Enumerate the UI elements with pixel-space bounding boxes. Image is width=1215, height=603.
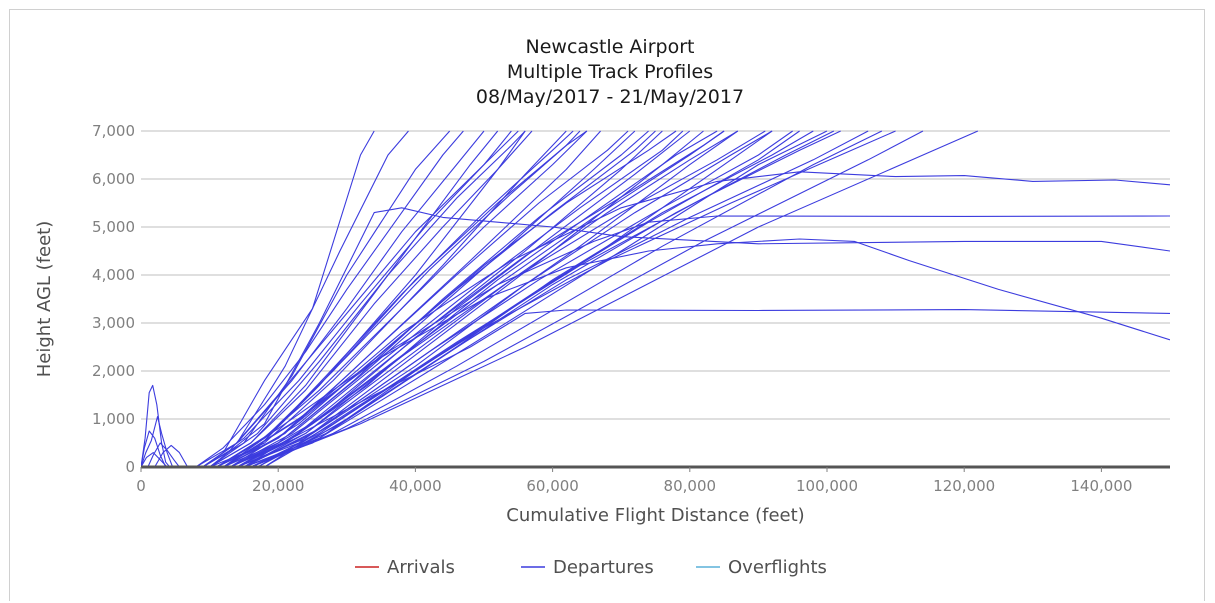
departures-track-10 (236, 130, 704, 467)
x-tick-label-7: 140,000 (1070, 477, 1132, 495)
legend: Arrivals Departures Overflights (355, 557, 827, 578)
x-tick-label-2: 40,000 (389, 477, 442, 495)
x-tick-label-0: 0 (136, 477, 146, 495)
x-axis-label: Cumulative Flight Distance (feet) (506, 505, 804, 526)
departures-track-18 (236, 309, 1170, 467)
y-axis-label: Height AGL (feet) (34, 221, 55, 378)
y-tick-label-6: 6,000 (92, 170, 135, 188)
departures-track-27 (243, 130, 773, 467)
departures-track-51 (141, 384, 171, 467)
legend-item-arrivals[interactable]: Arrivals (355, 557, 455, 578)
x-tick-label-3: 60,000 (526, 477, 579, 495)
departures-track-40 (209, 130, 526, 467)
x-axis-ticks: 0 20,000 40,000 60,000 80,000 100,000 120,000 1… (136, 467, 1132, 495)
departures-track-11 (236, 130, 739, 467)
departures-track-3 (202, 130, 451, 467)
departures-track-46 (202, 130, 512, 467)
departures-track-48 (223, 130, 656, 467)
departures-track-22 (202, 130, 519, 467)
departures-track-45 (195, 130, 464, 467)
chart-title-line-2: Multiple Track Profiles (507, 61, 713, 83)
departures-track-17 (209, 207, 1170, 467)
chart-frame: Newcastle Airport Multiple Track Profiles… (9, 9, 1205, 601)
y-axis-ticks: 0 1,000 2,000 3,000 4,000 5,000 6,000 7,000 (92, 122, 135, 476)
departures-track-55 (154, 444, 189, 467)
departures-track-16 (250, 130, 979, 467)
legend-item-overflights[interactable]: Overflights (696, 557, 827, 578)
departures-track-24 (223, 130, 629, 467)
y-tick-label-4: 4,000 (92, 266, 135, 284)
departures-track-38 (264, 130, 869, 467)
legend-label-arrivals: Arrivals (387, 557, 455, 578)
departures-track-37 (257, 130, 835, 467)
departures-track-50 (243, 130, 794, 467)
y-tick-label-7: 7,000 (92, 122, 135, 140)
departures-track-13 (243, 130, 828, 467)
x-tick-label-6: 120,000 (933, 477, 995, 495)
departures-track-2 (195, 130, 409, 467)
legend-item-departures[interactable]: Departures (521, 557, 654, 578)
departures-track-47 (216, 130, 588, 467)
y-tick-label-3: 3,000 (92, 314, 135, 332)
y-tick-label-0: 0 (125, 458, 135, 476)
chart-title: Newcastle Airport Multiple Track Profiles… (476, 36, 744, 108)
x-tick-label-5: 100,000 (796, 477, 858, 495)
y-tick-label-5: 5,000 (92, 218, 135, 236)
y-tick-label-1: 1,000 (92, 410, 135, 428)
departures-track-54 (147, 442, 180, 467)
chart-title-line-1: Newcastle Airport (526, 36, 695, 58)
departures-track-28 (250, 130, 814, 467)
y-tick-label-2: 2,000 (92, 362, 135, 380)
horizontal-gridlines (141, 130, 1170, 420)
x-tick-label-1: 20,000 (252, 477, 305, 495)
departures-track-56 (141, 452, 168, 467)
departures-track-52 (141, 430, 167, 467)
departures-track-20 (223, 215, 1170, 467)
departures-track-34 (229, 130, 684, 467)
flight-tracks (141, 130, 1170, 467)
chart-title-line-3: 08/May/2017 - 21/May/2017 (476, 86, 744, 108)
departures-track-49 (236, 130, 725, 467)
departures-track-53 (141, 416, 174, 467)
departures-track-31 (209, 130, 526, 467)
departures-track-44 (250, 130, 800, 467)
departures-track-43 (243, 130, 739, 467)
legend-label-departures: Departures (553, 557, 654, 578)
departures-track-42 (229, 130, 677, 467)
track-profile-chart: Newcastle Airport Multiple Track Profiles… (34, 36, 1170, 578)
legend-label-overflights: Overflights (728, 557, 827, 578)
departures-track-41 (222, 130, 588, 467)
departures-track-21 (223, 171, 1170, 467)
departures-track-30 (264, 130, 896, 467)
x-tick-label-4: 80,000 (664, 477, 717, 495)
